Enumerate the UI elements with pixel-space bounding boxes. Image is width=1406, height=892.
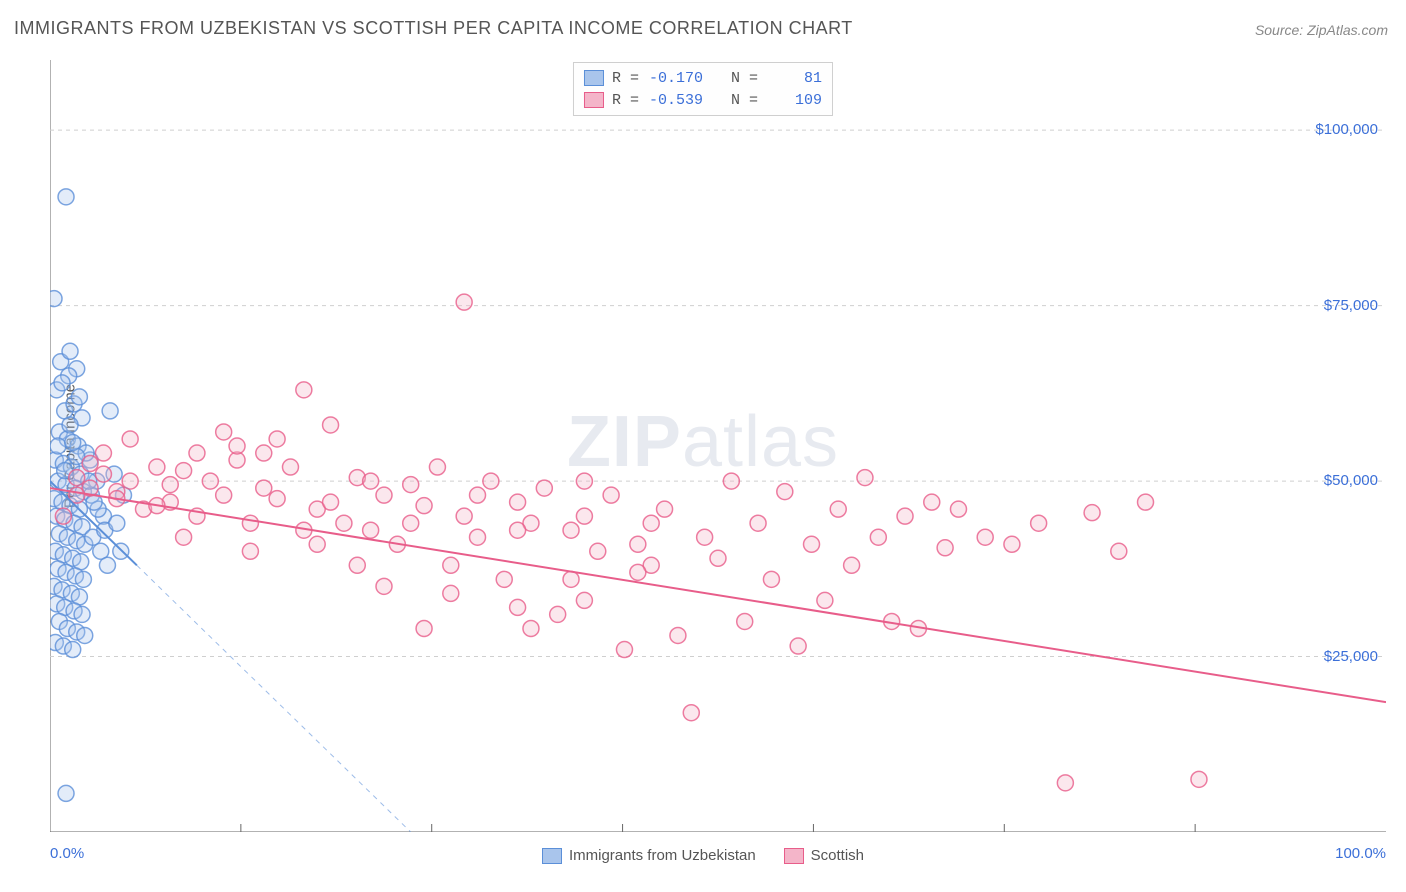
legend-swatch-uzb — [542, 848, 562, 864]
legend-item-uzbekistan: Immigrants from Uzbekistan — [542, 847, 756, 864]
chart-title: IMMIGRANTS FROM UZBEKISTAN VS SCOTTISH P… — [14, 18, 853, 39]
source-attribution: Source: ZipAtlas.com — [1255, 22, 1388, 38]
plot-area — [50, 60, 1386, 832]
y-tick-label: $25,000 — [1324, 648, 1378, 665]
y-tick-label: $50,000 — [1324, 472, 1378, 489]
chart-container: IMMIGRANTS FROM UZBEKISTAN VS SCOTTISH P… — [0, 0, 1406, 892]
source-label: Source: — [1255, 22, 1303, 38]
legend-label-uzb: Immigrants from Uzbekistan — [569, 847, 756, 864]
legend-swatch-scot — [784, 848, 804, 864]
chart-svg — [50, 60, 1386, 832]
source-name: ZipAtlas.com — [1307, 22, 1388, 38]
y-tick-label: $100,000 — [1315, 121, 1378, 138]
y-tick-label: $75,000 — [1324, 297, 1378, 314]
legend-item-scottish: Scottish — [784, 847, 864, 864]
bottom-legend: Immigrants from Uzbekistan Scottish — [0, 847, 1406, 864]
legend-label-scot: Scottish — [811, 847, 864, 864]
